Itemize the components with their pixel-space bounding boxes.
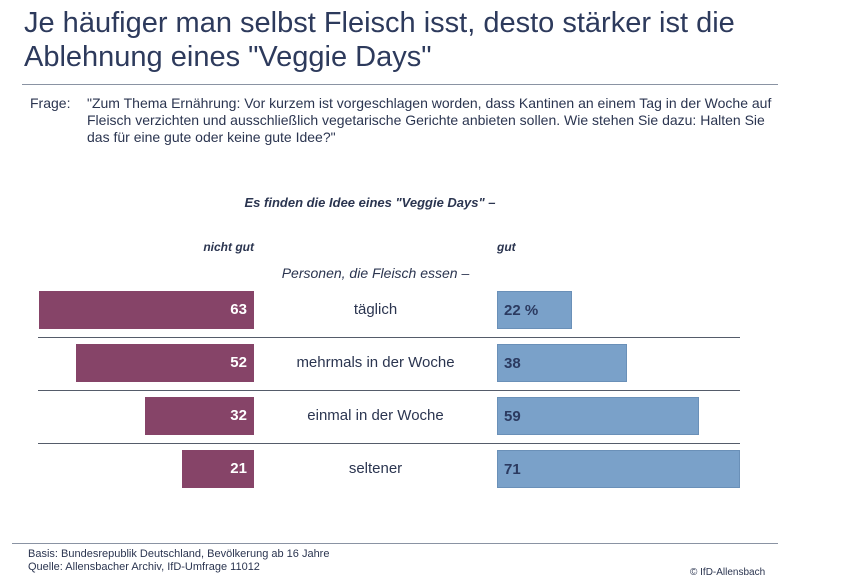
row-separator [38,443,740,444]
bar-gut: 38 [497,344,627,382]
bar-nicht-gut: 52 [76,344,254,382]
legend-gut: gut [497,240,516,254]
bar-nicht-gut: 63 [38,291,254,329]
bar-gut: 59 [497,397,699,435]
chart-subtitle: Es finden die Idee eines "Veggie Days" – [244,195,496,210]
row-separator [38,337,740,338]
bar-gut: 71 [497,450,740,488]
title-divider [22,84,778,85]
category-label: täglich [353,301,398,318]
category-label: einmal in der Woche [307,407,444,424]
category-label: mehrmals in der Woche [296,354,455,371]
bar-nicht-gut: 32 [144,397,254,435]
bar-gut: 22 % [497,291,573,329]
footer-source: Quelle: Allensbacher Archiv, IfD-Umfrage… [28,561,260,573]
row-separator [38,390,740,391]
copyright: © IfD-Allensbach [690,567,766,578]
bar-nicht-gut: 21 [182,450,254,488]
question-text: "Zum Thema Ernährung: Vor kurzem ist vor… [87,95,772,145]
question-label: Frage: [30,95,71,111]
footer-divider [12,543,778,544]
legend-nicht-gut: nicht gut [203,240,254,254]
category-label: seltener [348,460,403,477]
footer-basis: Basis: Bundesrepublik Deutschland, Bevöl… [28,548,330,560]
chart-title: Je häufiger man selbst Fleisch isst, des… [24,7,735,73]
group-label: Personen, die Fleisch essen – [281,265,470,281]
